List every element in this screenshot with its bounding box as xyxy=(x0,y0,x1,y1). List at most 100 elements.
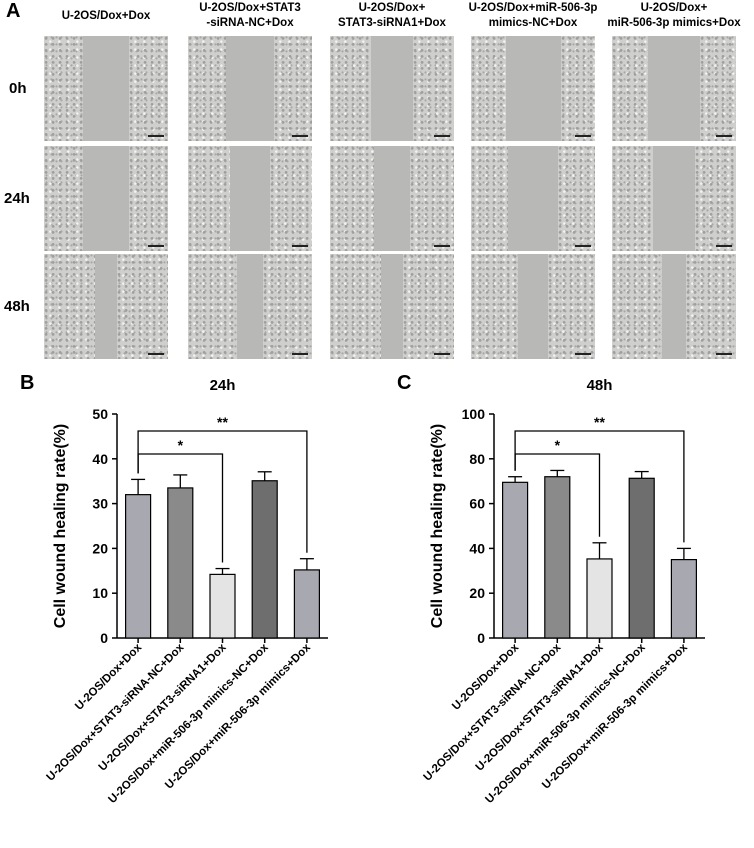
scale-bar xyxy=(716,353,732,355)
panel-letter: B xyxy=(20,372,34,394)
column-title-line1: U-2OS/Dox+miR-506-3p xyxy=(468,2,598,14)
significance-bracket xyxy=(137,430,308,553)
column-title-line2: mimics-NC+Dox xyxy=(488,17,578,29)
column-title-5: U-2OS/Dox+ miR-506-3p mimics+Dox xyxy=(601,1,747,31)
micrograph-0h-col3 xyxy=(330,36,454,141)
bar xyxy=(670,559,697,639)
column-title-line2: STAT3-siRNA1+Dox xyxy=(338,17,446,29)
bar xyxy=(167,487,194,639)
column-title-3: U-2OS/Dox+ STAT3-siRNA1+Dox xyxy=(319,1,465,31)
micrograph-24h-col2 xyxy=(188,146,312,251)
bar xyxy=(501,481,529,639)
chart-48h: C 48h Cell wound healing rate(%) 0 20 40 60 80 1… xyxy=(397,372,705,806)
micrograph-0h-col1 xyxy=(44,36,168,141)
scale-bar xyxy=(575,245,591,247)
scale-bar xyxy=(148,245,164,247)
cell-layer-left xyxy=(188,146,230,251)
cell-layer-right xyxy=(410,146,454,251)
micrograph-24h-col5 xyxy=(612,146,736,251)
y-tick-label: 0 xyxy=(100,630,108,646)
micrograph-48h-col5 xyxy=(612,254,736,359)
cell-layer-right xyxy=(274,36,312,141)
y-tick-label: 30 xyxy=(92,496,108,512)
y-tick-label: 10 xyxy=(92,585,108,601)
y-axis-label: Cell wound healing rate(%) xyxy=(429,424,446,628)
column-title-line1: U-2OS/Dox+ xyxy=(640,2,708,14)
micrograph-48h-col4 xyxy=(471,254,595,359)
scale-bar xyxy=(148,135,164,137)
micrograph-48h-col2 xyxy=(188,254,312,359)
bar xyxy=(628,477,655,639)
x-tick-label: U-2OS/Dox+miR-506-3p mimics-NC+Dox xyxy=(106,641,271,806)
scale-bar xyxy=(434,245,450,247)
row-label-24h: 24h xyxy=(4,190,30,207)
cell-layer-right xyxy=(560,36,595,141)
cell-layer-right xyxy=(403,254,454,359)
cell-layer-left xyxy=(612,254,662,359)
y-tick-label: 60 xyxy=(469,496,485,512)
cell-layer-left xyxy=(44,146,83,251)
micrograph-0h-col2 xyxy=(188,36,312,141)
cell-layer-left xyxy=(188,254,237,359)
row-label-0h: 0h xyxy=(9,80,27,97)
column-title-line2: -siRNA-NC+Dox xyxy=(206,17,294,29)
cell-layer-right xyxy=(413,36,454,141)
column-title-line1: U-2OS/Dox+Dox xyxy=(61,10,151,22)
panel-letter: C xyxy=(397,372,411,394)
row-label-48h: 48h xyxy=(4,298,30,315)
cell-layer-right xyxy=(117,254,168,359)
wound-gap xyxy=(371,36,413,141)
wound-gap xyxy=(230,146,270,251)
cell-layer-left xyxy=(330,36,371,141)
x-tick-label: U-2OS/Dox+miR-506-3p mimics+Dox xyxy=(163,641,313,791)
micrograph-24h-col4 xyxy=(471,146,595,251)
wound-gap xyxy=(95,254,117,359)
cell-layer-left xyxy=(612,146,653,251)
wound-gap xyxy=(648,36,700,141)
micrograph-48h-col3 xyxy=(330,254,454,359)
wound-gap xyxy=(374,146,410,251)
y-tick-label: 80 xyxy=(469,451,485,467)
wound-gap xyxy=(662,254,686,359)
wound-gap xyxy=(505,36,561,141)
scale-bar xyxy=(434,135,450,137)
cell-layer-right xyxy=(263,254,312,359)
x-tick-label: U-2OS/Dox+miR-506-3p mimics-NC+Dox xyxy=(483,641,648,806)
cell-layer-right xyxy=(695,146,736,251)
cell-layer-right xyxy=(129,36,168,141)
wound-gap xyxy=(83,146,129,251)
wound-gap xyxy=(381,254,403,359)
cell-layer-left xyxy=(471,254,518,359)
bar xyxy=(124,494,152,639)
bar xyxy=(293,569,320,639)
chart-24h: B 24h Cell wound healing rate(%) 0 10 20 30 40 5… xyxy=(20,372,328,806)
scale-bar xyxy=(292,245,308,247)
significance-label: * xyxy=(178,437,184,453)
column-title-2: U-2OS/Dox+STAT3 -siRNA-NC+Dox xyxy=(177,1,323,31)
cell-layer-left xyxy=(612,36,648,141)
wound-gap xyxy=(83,36,129,141)
y-tick-label: 100 xyxy=(462,406,486,422)
bar xyxy=(209,573,236,639)
significance-label: ** xyxy=(594,414,605,430)
y-tick-label: 50 xyxy=(92,406,108,422)
y-tick-label: 20 xyxy=(92,540,108,556)
micrograph-0h-col5 xyxy=(612,36,736,141)
x-tick-label: U-2OS/Dox+miR-506-3p mimics+Dox xyxy=(540,641,690,791)
cell-layer-left xyxy=(44,254,95,359)
column-title-line2: miR-506-3p mimics+Dox xyxy=(607,17,741,29)
wound-gap xyxy=(226,36,274,141)
column-title-line1: U-2OS/Dox+ xyxy=(358,2,426,14)
y-tick-label: 20 xyxy=(469,585,485,601)
wound-gap xyxy=(518,254,548,359)
cell-layer-left xyxy=(471,146,508,251)
column-title-1: U-2OS/Dox+Dox xyxy=(33,9,179,24)
cell-layer-left xyxy=(188,36,226,141)
wound-gap xyxy=(508,146,558,251)
micrograph-0h-col4 xyxy=(471,36,595,141)
cell-layer-right xyxy=(270,146,312,251)
chart-title: 48h xyxy=(587,377,613,394)
column-title-line1: U-2OS/Dox+STAT3 xyxy=(199,2,301,14)
cell-layer-right xyxy=(129,146,168,251)
chart-title: 24h xyxy=(210,377,236,394)
